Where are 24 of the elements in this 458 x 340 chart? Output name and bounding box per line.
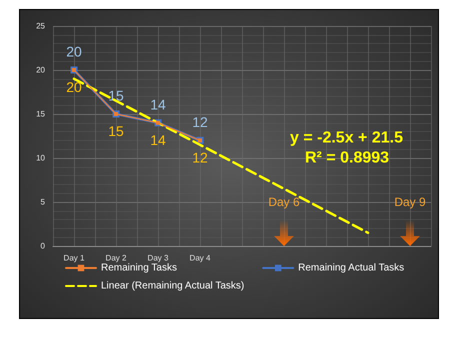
- annotation: R² = 0.8993: [305, 150, 390, 166]
- data-label: 15: [108, 123, 124, 139]
- y-tick-label: 0: [40, 242, 46, 250]
- data-label: 12: [192, 114, 208, 130]
- x-tick-label: Day 4: [190, 254, 211, 262]
- annotation: y = -2.5x + 21.5: [290, 130, 404, 146]
- y-tick-label: 20: [36, 66, 46, 74]
- annotation: Day 6: [268, 195, 300, 209]
- x-tick-label: Day 3: [148, 254, 169, 262]
- data-label: 14: [150, 132, 166, 148]
- y-tick-label: 5: [40, 198, 46, 206]
- data-label: 20: [66, 44, 82, 60]
- x-tick-label: Day 1: [64, 254, 85, 262]
- annotation: Day 9: [394, 195, 426, 209]
- y-tick-label: 25: [36, 22, 46, 30]
- y-tick-label: 10: [36, 154, 46, 162]
- y-tick-label: 15: [36, 110, 46, 118]
- legend-label: Linear (Remaining Actual Tasks): [101, 280, 244, 292]
- x-tick-label: Day 2: [106, 254, 127, 262]
- data-label: 14: [150, 96, 166, 112]
- data-label: 12: [192, 149, 208, 166]
- data-label: 20: [66, 79, 82, 95]
- legend-label: Remaining Actual Tasks: [298, 262, 404, 274]
- legend-label: Remaining Tasks: [101, 262, 177, 274]
